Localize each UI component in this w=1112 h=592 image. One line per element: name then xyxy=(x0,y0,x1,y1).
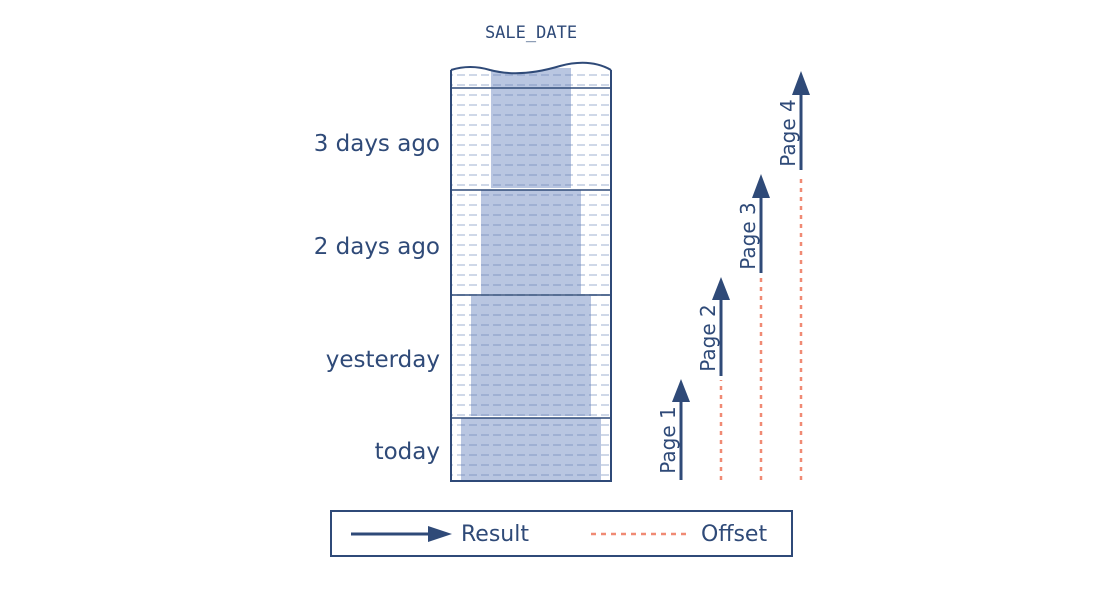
page-label-3: Page 3 xyxy=(736,202,760,270)
column-wavy-top xyxy=(450,61,612,75)
column-header: SALE_DATE xyxy=(485,23,577,43)
row-label-today: today xyxy=(375,439,440,465)
arrow-head-icon xyxy=(672,379,690,402)
arrow-head-icon xyxy=(752,174,770,198)
row-label-2-days-ago: 2 days ago xyxy=(314,234,440,260)
page-label-4: Page 4 xyxy=(776,99,800,167)
page-label-2: Page 2 xyxy=(696,304,720,372)
page-1: Page 1 xyxy=(656,379,690,480)
arrow-head-icon xyxy=(792,71,810,95)
legend-result-label: Result xyxy=(461,522,529,547)
page-3: Page 3 xyxy=(736,174,770,480)
page-label-1: Page 1 xyxy=(656,406,680,474)
sale-date-column xyxy=(440,50,620,482)
arrow-head-icon xyxy=(712,277,730,300)
page-2: Page 2 xyxy=(696,277,730,480)
row-label-yesterday: yesterday xyxy=(326,347,440,373)
page-4: Page 4 xyxy=(776,71,810,480)
legend: Result Offset xyxy=(330,510,793,557)
arrow-head-icon xyxy=(428,526,452,542)
legend-offset-label: Offset xyxy=(701,522,767,547)
row-label-3-days-ago: 3 days ago xyxy=(314,131,440,157)
